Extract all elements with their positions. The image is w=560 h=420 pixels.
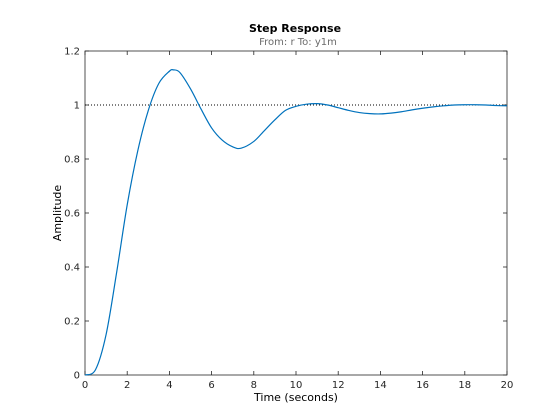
step-response-line: [84, 69, 508, 376]
x-axis-label: Time (seconds): [253, 391, 338, 404]
y-tick-label: 0.2: [64, 317, 80, 328]
x-tick-label: 4: [166, 380, 172, 391]
y-tick-label: 0: [74, 371, 80, 382]
x-tick-label: 0: [82, 380, 88, 391]
x-tick-label: 20: [501, 380, 514, 391]
axis-ticks: 0 2 4 6 8 10 12 14 16 18 20 0 0.2 0.4 0.6 0.8 1 1.2: [64, 47, 513, 392]
x-tick-label: 16: [416, 380, 429, 391]
chart-subtitle: From: r To: y1m: [259, 37, 337, 48]
x-tick-label: 12: [332, 380, 345, 391]
y-tick-label: 0.6: [64, 209, 80, 220]
y-tick-label: 1: [74, 101, 80, 112]
x-tick-label: 6: [208, 380, 214, 391]
y-tick-label: 0.8: [64, 155, 80, 166]
x-tick-label: 8: [251, 380, 257, 391]
y-axis-label: Amplitude: [51, 185, 64, 242]
chart-title: Step Response: [249, 22, 341, 35]
x-tick-label: 14: [374, 380, 387, 391]
y-tick-label: 0.4: [64, 263, 80, 274]
axes-box: [84, 50, 508, 376]
y-tick-label: 1.2: [64, 47, 80, 58]
x-tick-label: 10: [290, 380, 303, 391]
x-tick-label: 2: [124, 380, 130, 391]
series-group: [84, 69, 508, 376]
x-tick-label: 18: [458, 380, 471, 391]
